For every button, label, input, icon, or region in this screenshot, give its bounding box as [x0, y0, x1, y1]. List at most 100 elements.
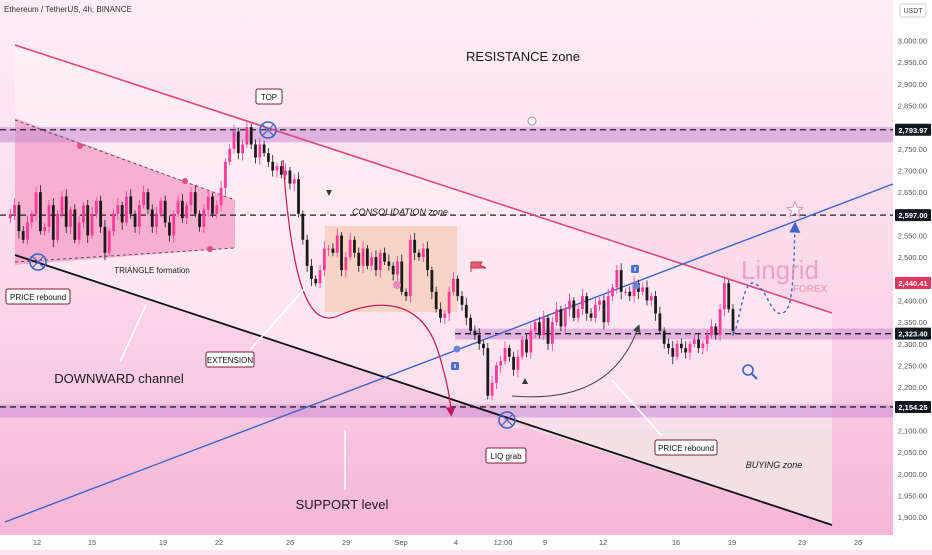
candle: [365, 245, 369, 270]
candle: [615, 264, 619, 294]
pointer-line: [119, 304, 147, 363]
y-tick-label: 2,700.00: [898, 166, 927, 175]
liq-grab-box: LIQ grab: [485, 447, 527, 464]
svg-text:EXTENSION: EXTENSION: [207, 356, 253, 365]
candle: [430, 266, 434, 300]
candle: [198, 210, 201, 232]
candle: [193, 185, 197, 218]
candle: [305, 234, 309, 272]
candle: [284, 163, 288, 180]
touch-point-marker: [77, 143, 83, 149]
x-tick-label: Sep: [394, 538, 407, 547]
candle: [8, 208, 12, 223]
candle: [340, 232, 343, 277]
candle: [378, 249, 382, 278]
candle: [391, 262, 395, 281]
candle: [69, 206, 72, 235]
candle: [64, 189, 68, 233]
candle: [555, 302, 559, 326]
candle: [503, 341, 507, 365]
candle: [344, 251, 348, 278]
candle: [327, 245, 331, 256]
candle: [451, 271, 455, 296]
candle: [417, 249, 421, 261]
candle: [408, 234, 412, 303]
candle: [99, 195, 103, 233]
watermark-sub: FOREX: [793, 284, 828, 295]
touch-point-marker: [182, 178, 188, 184]
svg-text:2,154.25: 2,154.25: [898, 403, 927, 412]
candle: [495, 362, 498, 389]
candle: [34, 186, 38, 222]
candle: [13, 198, 17, 220]
candle: [447, 286, 451, 321]
candle: [77, 215, 81, 245]
candle: [189, 186, 193, 213]
watermark-name: Lingrid: [741, 255, 819, 285]
level-price-tag: 2,793.97: [895, 123, 931, 136]
candle: [460, 290, 464, 311]
candle: [499, 355, 503, 373]
candle: [533, 318, 537, 339]
candle: [142, 185, 146, 209]
triangle-lower-line: [14, 247, 236, 263]
candle: [572, 297, 576, 322]
price-rebound-right-box: PRICE rebound: [654, 439, 718, 456]
target-star-icon: [786, 200, 804, 218]
candle: [421, 243, 425, 262]
candle: [632, 276, 636, 303]
channel-lower-line: [14, 254, 833, 526]
candle: [374, 250, 378, 277]
candle: [318, 264, 322, 288]
candle: [576, 303, 580, 323]
candle: [529, 323, 533, 359]
event-icon: [631, 265, 639, 273]
pointer-line: [249, 287, 306, 351]
candle: [301, 210, 305, 245]
candle: [404, 288, 408, 301]
candle: [568, 293, 571, 317]
magnifier-icon: [742, 364, 758, 380]
mid-zone-band: [455, 328, 893, 340]
candle: [176, 195, 180, 218]
y-tick-label: 2,750.00: [898, 145, 927, 154]
candle: [155, 206, 158, 235]
svg-text:2,323.40: 2,323.40: [898, 330, 927, 339]
candle: [718, 303, 722, 342]
candle: [159, 197, 163, 218]
candle: [701, 340, 705, 355]
candle: [86, 199, 90, 243]
candle: [649, 292, 653, 307]
candle: [56, 210, 60, 244]
candle: [512, 351, 516, 376]
candle: [520, 336, 524, 361]
candle: [482, 340, 485, 356]
candle: [112, 208, 115, 236]
candle: [129, 189, 133, 219]
rebound-circle-marker: [29, 253, 47, 271]
candle: [443, 310, 447, 324]
x-tick-label: 12:00: [494, 538, 513, 547]
candle: [219, 180, 223, 212]
candle: [73, 204, 77, 244]
candle: [82, 201, 85, 229]
y-tick-label: 2,950.00: [898, 58, 927, 67]
projection-path: [732, 221, 801, 335]
y-tick-label: 2,050.00: [898, 448, 927, 457]
candle: [249, 123, 253, 150]
candle: [146, 188, 150, 215]
candle: [288, 167, 292, 190]
candle: [731, 303, 735, 336]
candle: [180, 193, 184, 223]
x-tick-label: 16: [672, 538, 680, 547]
arrow-down-icon: [326, 190, 332, 196]
candle: [116, 198, 120, 220]
y-tick-label: 1,950.00: [898, 491, 927, 500]
candle: [628, 286, 632, 301]
candle: [671, 341, 675, 365]
currency-label: USDT: [899, 3, 927, 18]
candle: [593, 297, 597, 323]
candle: [611, 284, 614, 301]
